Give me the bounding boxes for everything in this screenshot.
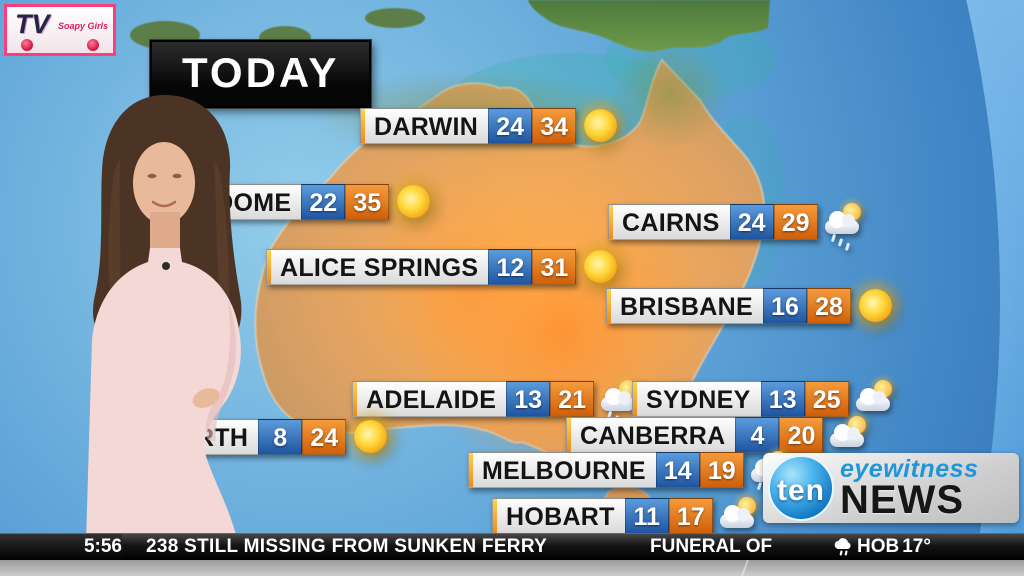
city-weather-label: SYDNEY 13 25	[632, 379, 896, 419]
min-temperature: 8	[258, 419, 303, 455]
max-temperature: 35	[345, 184, 390, 220]
min-temperature: 16	[762, 288, 807, 324]
city-name: ADELAIDE	[352, 381, 507, 417]
tv-watermark: TV Soapy Girls	[4, 4, 116, 56]
city-weather-label: PERTH 8 24	[148, 419, 393, 455]
max-temperature: 21	[550, 381, 595, 417]
city-weather-label: CAIRNS 24 29	[608, 202, 865, 243]
cape-york-vegetation	[610, 40, 730, 150]
studio-floor	[0, 560, 1024, 576]
city-name: SYDNEY	[632, 381, 761, 417]
city-weather-label: ALICE SPRINGS 12 31	[266, 249, 623, 285]
max-temperature: 34	[532, 108, 577, 144]
showers-icon	[599, 379, 641, 420]
partly-cloudy-icon	[718, 496, 760, 536]
sun-icon	[581, 247, 623, 287]
max-temperature: 28	[806, 288, 851, 324]
max-temperature: 29	[773, 204, 818, 240]
city-name: BROOME	[163, 184, 302, 220]
min-temperature: 14	[655, 452, 700, 488]
min-temperature: 24	[729, 204, 774, 240]
city-name: ALICE SPRINGS	[266, 249, 489, 285]
city-name: BRISBANE	[606, 288, 763, 324]
max-temperature: 24	[302, 419, 347, 455]
eyewitness-wordmark: eyewitness	[840, 454, 979, 483]
watermark-subtitle: Soapy Girls	[57, 21, 108, 31]
ticker-headline: 238 STILL MISSING FROM SUNKEN FERRY	[146, 536, 548, 557]
city-weather-label: HOBART 11 17	[492, 496, 760, 536]
max-temperature: 25	[804, 381, 849, 417]
city-name: MELBOURNE	[468, 452, 656, 488]
rose-icon	[87, 39, 99, 51]
min-temperature: 4	[735, 417, 780, 453]
min-temperature: 11	[624, 498, 669, 534]
rain-icon	[834, 538, 851, 556]
city-weather-label: BROOME 22 35	[163, 184, 436, 220]
sun-icon	[394, 182, 436, 222]
ticker-weather-code: HOB	[857, 536, 900, 557]
watermark-tv-text: TV	[15, 9, 50, 39]
ticker-next-headline: FUNERAL OF	[650, 536, 773, 557]
max-temperature: 20	[779, 417, 824, 453]
city-weather-label: DARWIN 24 34	[360, 108, 623, 144]
max-temperature: 19	[699, 452, 744, 488]
sun-icon	[856, 286, 898, 326]
city-weather-label: BRISBANE 16 28	[606, 288, 898, 324]
partly-cloudy-icon	[828, 415, 870, 455]
city-name: HOBART	[492, 498, 625, 534]
ticker-weather: HOB 17°	[832, 534, 931, 560]
ten-eyewitness-news-logo: ten eyewitness NEWS	[763, 453, 1019, 523]
max-temperature: 31	[532, 249, 577, 285]
island	[365, 8, 425, 28]
min-temperature: 13	[506, 381, 551, 417]
news-ticker: 5:56 238 STILL MISSING FROM SUNKEN FERRY…	[0, 533, 1024, 560]
ticker-weather-temp: 17°	[902, 536, 931, 557]
ten-network-icon: ten	[768, 455, 834, 521]
city-weather-label: ADELAIDE 13 21	[352, 379, 641, 420]
rose-icon	[21, 39, 33, 51]
ticker-clock: 5:56	[0, 534, 122, 560]
city-weather-label: MELBOURNE 14 19	[468, 451, 791, 491]
max-temperature: 17	[668, 498, 713, 534]
min-temperature: 13	[760, 381, 805, 417]
showers-icon	[823, 202, 865, 243]
sun-icon	[351, 417, 393, 457]
city-name: CAIRNS	[608, 204, 730, 240]
heat-glow	[360, 180, 580, 400]
partly-cloudy-icon	[854, 379, 896, 419]
min-temperature: 22	[301, 184, 346, 220]
ten-logo-text: ten	[777, 474, 825, 507]
city-name: PERTH	[148, 419, 259, 455]
min-temperature: 12	[488, 249, 533, 285]
city-weather-label: CANBERRA 4 20	[566, 415, 870, 455]
city-name: DARWIN	[360, 108, 489, 144]
new-guinea	[528, 0, 770, 52]
sun-icon	[581, 106, 623, 146]
min-temperature: 24	[488, 108, 533, 144]
news-wordmark: NEWS	[840, 477, 964, 522]
city-name: CANBERRA	[566, 417, 736, 453]
